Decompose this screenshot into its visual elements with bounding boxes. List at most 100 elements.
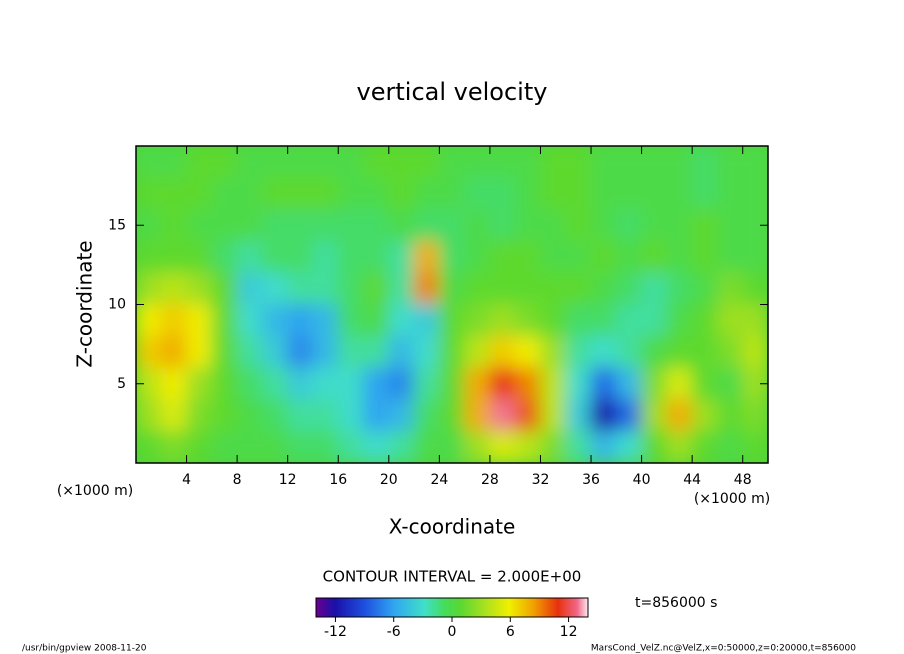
cell [363, 272, 390, 305]
cell [312, 399, 339, 432]
cell [287, 272, 314, 305]
cell [413, 367, 440, 401]
cell [615, 304, 643, 337]
cell [489, 304, 516, 337]
cell [565, 430, 592, 463]
cell [742, 399, 768, 432]
cell [312, 208, 339, 242]
cell [312, 272, 339, 305]
cell [666, 304, 693, 337]
cell [615, 367, 643, 401]
cell [236, 272, 263, 305]
cell [261, 304, 289, 337]
colorbar-tick-label: -6 [387, 624, 401, 640]
x-tick-label: 36 [582, 472, 600, 488]
colorbar-tick-label: 12 [560, 624, 578, 640]
cell [716, 146, 744, 179]
cell [489, 430, 516, 463]
cell [464, 399, 491, 432]
y-tick-label: 15 [108, 217, 126, 233]
cell [363, 240, 390, 274]
cell [236, 430, 263, 463]
cell [464, 177, 491, 210]
cell [514, 208, 541, 242]
cell [160, 430, 188, 463]
cell [742, 335, 768, 369]
cell [287, 177, 314, 210]
cell [261, 367, 289, 401]
cell [590, 177, 617, 210]
cell [261, 146, 289, 179]
cell [312, 146, 339, 179]
cell [514, 146, 541, 179]
cell [287, 399, 314, 432]
cell [413, 430, 440, 463]
cell [236, 146, 263, 179]
cell [615, 177, 643, 210]
cell [337, 399, 365, 432]
cell [641, 399, 668, 432]
cell [590, 272, 617, 305]
cell [287, 304, 314, 337]
cell [312, 430, 339, 463]
y-unit: (×1000 m) [694, 491, 770, 507]
cell [363, 304, 390, 337]
cell [590, 430, 617, 463]
cell [539, 208, 567, 242]
cell [261, 335, 289, 369]
cell [363, 208, 390, 242]
cell [160, 208, 188, 242]
cell [514, 240, 541, 274]
cell [615, 146, 643, 179]
colorbar [315, 597, 589, 618]
x-tick-label: 8 [233, 472, 242, 488]
cell [691, 430, 718, 463]
cell [464, 367, 491, 401]
cell [363, 367, 390, 401]
cell [539, 335, 567, 369]
cell [691, 367, 718, 401]
cell [186, 177, 213, 210]
footer-left: /usr/bin/gpview 2008-11-20 [22, 644, 147, 654]
x-tick-label: 16 [329, 472, 347, 488]
cell [388, 399, 415, 432]
cell [438, 208, 466, 242]
cell [236, 367, 263, 401]
cell [211, 146, 238, 179]
cell [312, 335, 339, 369]
colorbar-tick-label: -12 [324, 624, 347, 640]
x-tick-label: 24 [430, 472, 448, 488]
cell [388, 240, 415, 274]
cell [337, 177, 365, 210]
cell [337, 430, 365, 463]
cell [413, 272, 440, 305]
cell [691, 177, 718, 210]
cell [539, 146, 567, 179]
time-label: t=856000 s [635, 595, 717, 611]
cell [337, 335, 365, 369]
x-tick-label: 12 [279, 472, 297, 488]
cell [716, 335, 744, 369]
cell [261, 208, 289, 242]
cell [261, 272, 289, 305]
x-tick-label: 20 [380, 472, 398, 488]
cell [691, 272, 718, 305]
y-axis-label: Z-coordinate [73, 240, 97, 367]
cell [287, 430, 314, 463]
x-axis-label: X-coordinate [389, 515, 516, 539]
cell [413, 208, 440, 242]
cell [438, 430, 466, 463]
cell [489, 335, 516, 369]
field [136, 146, 768, 463]
cell [615, 430, 643, 463]
cell [363, 146, 390, 179]
cell [590, 399, 617, 432]
cell [514, 304, 541, 337]
cell [186, 146, 213, 179]
cell [666, 335, 693, 369]
cell [186, 272, 213, 305]
x-tick-label: 40 [633, 472, 651, 488]
footer-right: MarsCond_VelZ.nc@VelZ,x=0:50000,z=0:2000… [591, 644, 856, 654]
cell [388, 208, 415, 242]
cell [211, 367, 238, 401]
